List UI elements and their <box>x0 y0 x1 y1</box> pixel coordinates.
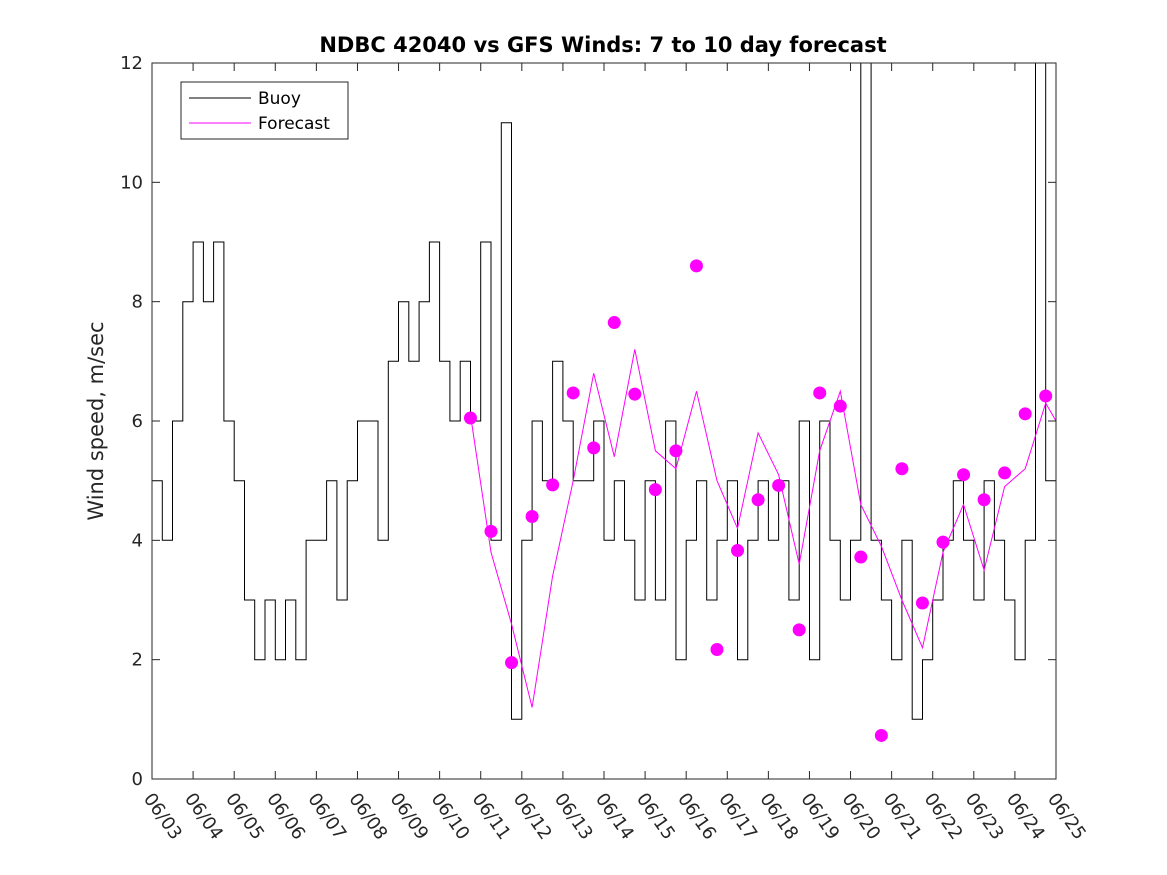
forecast-marker <box>957 468 971 482</box>
plot-area <box>152 62 1057 742</box>
forecast-marker <box>710 643 724 657</box>
forecast-marker <box>607 316 621 330</box>
legend-forecast-label: Forecast <box>258 114 330 134</box>
forecast-marker <box>587 441 601 455</box>
forecast-marker <box>772 478 786 492</box>
y-axis-label: Wind speed, m/sec <box>84 321 108 520</box>
chart-title: NDBC 42040 vs GFS Winds: 7 to 10 day for… <box>319 33 886 57</box>
forecast-marker <box>813 386 827 400</box>
forecast-marker <box>525 509 539 523</box>
y-tick-label: 12 <box>120 53 143 74</box>
forecast-marker <box>998 466 1012 480</box>
forecast-marker <box>669 444 683 458</box>
forecast-marker <box>874 728 888 742</box>
forecast-marker <box>936 535 950 549</box>
legend: Buoy Forecast <box>180 81 349 140</box>
y-tick-label: 0 <box>132 769 143 790</box>
y-tick-label: 4 <box>132 530 143 551</box>
forecast-marker <box>1018 407 1032 421</box>
forecast-marker <box>463 411 477 425</box>
forecast-marker <box>854 550 868 564</box>
forecast-marker <box>628 387 642 401</box>
legend-buoy-label: Buoy <box>258 89 301 109</box>
forecast-marker <box>895 462 909 476</box>
forecast-marker <box>1039 389 1053 403</box>
forecast-marker <box>566 386 580 400</box>
forecast-marker <box>751 493 765 507</box>
legend-box <box>180 81 349 140</box>
forecast-marker <box>792 623 806 637</box>
forecast-marker <box>689 259 703 273</box>
forecast-marker <box>833 399 847 413</box>
forecast-marker <box>505 656 519 670</box>
forecast-marker <box>977 493 991 507</box>
forecast-marker <box>731 543 745 557</box>
forecast-marker <box>546 478 560 492</box>
forecast-marker <box>484 524 498 538</box>
forecast-marker <box>915 596 929 610</box>
forecast-marker <box>648 483 662 497</box>
y-tick-label: 2 <box>132 650 143 671</box>
y-tick-label: 10 <box>120 172 143 193</box>
buoy-series-line <box>152 62 1057 720</box>
forecast-series-line <box>470 349 1057 708</box>
y-tick-label: 8 <box>132 292 143 313</box>
axes-box <box>151 62 1057 780</box>
y-tick-label: 6 <box>132 411 143 432</box>
